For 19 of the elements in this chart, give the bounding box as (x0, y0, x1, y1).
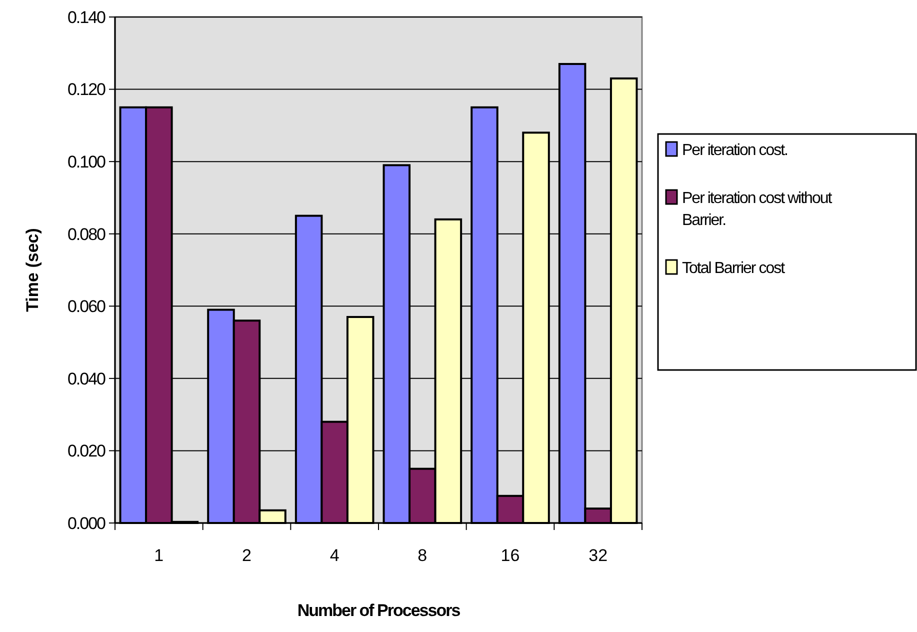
x-tick-label: 1 (154, 546, 164, 565)
legend-label: Per iteration cost. (682, 142, 788, 159)
y-tick-label: 0.080 (67, 224, 106, 244)
y-tick-label: 0.100 (67, 152, 106, 172)
y-tick-label: 0.120 (67, 80, 106, 100)
y-tick-label: 0.060 (67, 297, 106, 316)
x-tick-label: 2 (242, 546, 252, 565)
y-tick-label: 0.140 (67, 8, 106, 27)
x-tick-label: 32 (588, 546, 608, 565)
y-tick-label: 0.020 (67, 442, 106, 461)
legend-label: Per iteration cost without Barrier. (682, 190, 833, 229)
y-tick-label: 0.040 (67, 369, 106, 388)
legend-label: Total Barrier cost (682, 260, 786, 277)
x-axis-title: Number of Processors (297, 601, 460, 620)
y-axis-title: Time (sec) (23, 228, 42, 312)
x-tick-label: 4 (330, 546, 340, 565)
y-tick-label: 0.000 (67, 514, 106, 533)
x-tick-label: 16 (500, 546, 520, 565)
x-tick-label: 8 (418, 546, 428, 565)
